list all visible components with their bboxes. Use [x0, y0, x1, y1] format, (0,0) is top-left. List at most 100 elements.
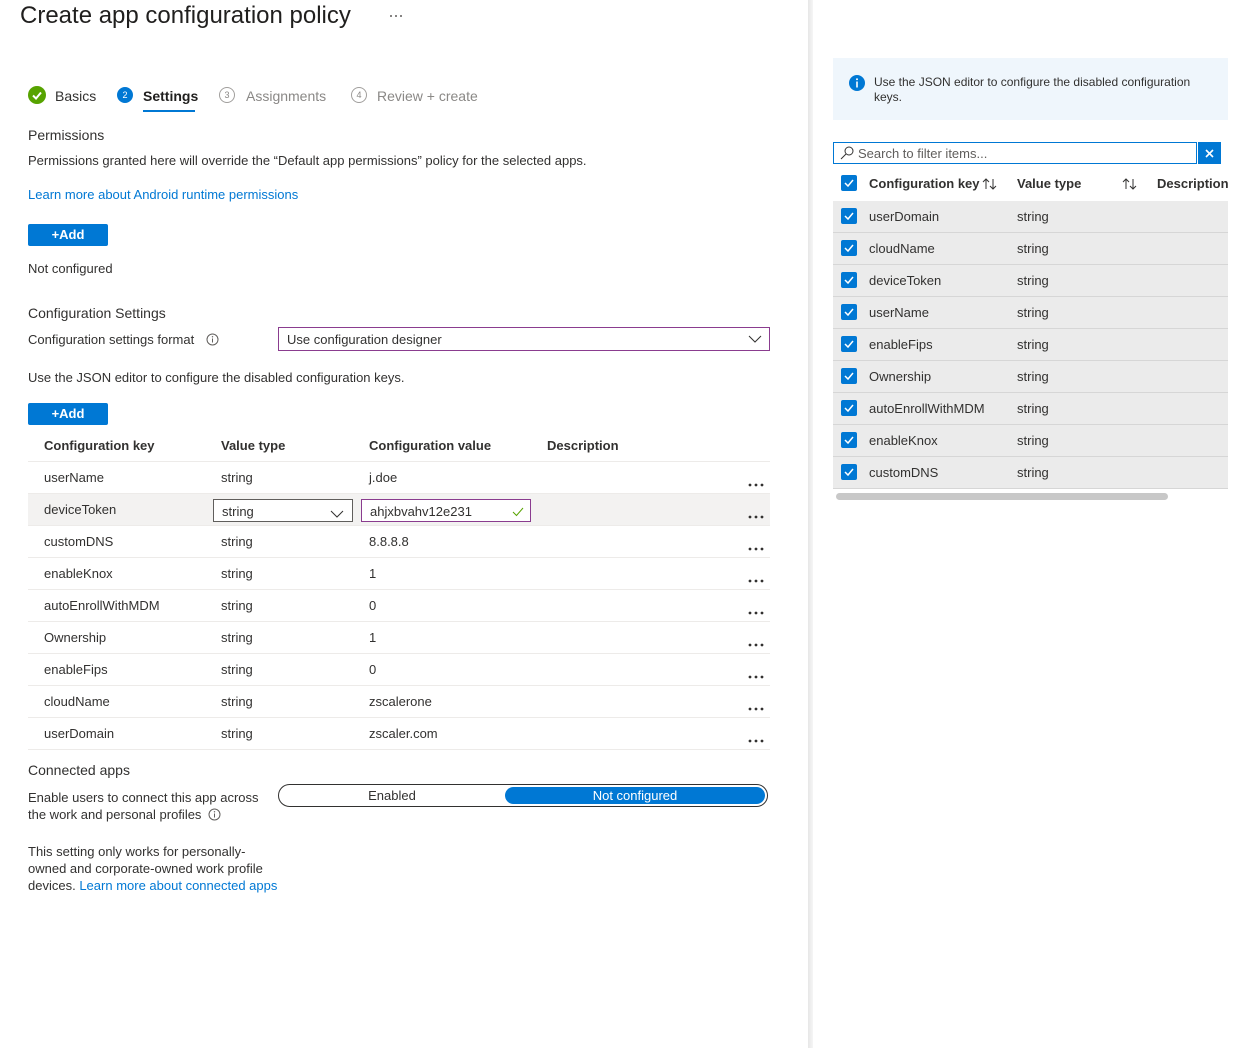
config-value: zscaler.com: [369, 726, 438, 741]
step-number: 4: [351, 87, 367, 103]
config-key: deviceToken: [44, 502, 117, 517]
column-header[interactable]: Description: [1157, 176, 1229, 191]
checkbox[interactable]: [841, 432, 857, 448]
step-done-icon: [28, 86, 46, 104]
config-key: enableKnox: [44, 566, 113, 581]
row-menu[interactable]: [748, 699, 764, 714]
step-number: 2: [117, 87, 133, 103]
config-key: userDomain: [869, 209, 940, 224]
side-row: enableFips string: [833, 329, 1228, 361]
value-input[interactable]: ahjxbvahv12e231: [361, 499, 531, 522]
config-key: customDNS: [869, 465, 939, 480]
step-underline: [143, 110, 195, 112]
config-key: enableKnox: [869, 433, 938, 448]
table-row: customDNS string 8.8.8.8: [28, 526, 770, 558]
side-row: deviceToken string: [833, 265, 1228, 297]
checkbox[interactable]: [841, 208, 857, 224]
dropdown-value: Use configuration designer: [287, 332, 442, 347]
value-type: string: [1017, 273, 1049, 288]
value-type: string: [221, 726, 253, 741]
table-row: autoEnrollWithMDM string 0: [28, 590, 770, 622]
value-type: string: [221, 566, 253, 581]
field-label: Enable users to connect this app across …: [28, 789, 268, 823]
config-value: zscalerone: [369, 694, 432, 709]
config-key: userName: [44, 470, 104, 485]
side-row: enableKnox string: [833, 425, 1228, 457]
table-row: deviceToken string ahjxbvahv12e231: [28, 494, 770, 526]
sort-icon[interactable]: [982, 178, 998, 190]
section-heading: Configuration Settings: [28, 305, 166, 321]
toggle-option-selected[interactable]: Not configured: [505, 787, 765, 804]
table-header: Configuration key Value type Configurati…: [28, 430, 770, 462]
more-icon[interactable]: [389, 14, 403, 18]
config-value: 0: [369, 662, 377, 677]
chevron: [748, 335, 762, 343]
checkbox[interactable]: [841, 272, 857, 288]
config-value: 1: [369, 566, 377, 581]
search-icon: [840, 146, 854, 160]
table-row: userName string j.doe: [28, 462, 770, 494]
checkbox[interactable]: [841, 175, 857, 191]
config-key: userName: [869, 305, 929, 320]
row-menu[interactable]: [748, 667, 764, 682]
step-label[interactable]: Assignments: [246, 88, 327, 104]
section-heading: Permissions: [28, 127, 105, 143]
description: Permissions granted here will override t…: [28, 153, 587, 168]
column-header: Configuration key: [44, 438, 155, 453]
checkbox[interactable]: [841, 464, 857, 480]
row-menu[interactable]: [748, 603, 764, 618]
step-label[interactable]: Basics: [55, 88, 97, 104]
row-menu[interactable]: [748, 507, 764, 522]
checkbox[interactable]: [841, 336, 857, 352]
row-menu[interactable]: [748, 539, 764, 554]
step-label[interactable]: Settings: [143, 88, 199, 104]
info-icon: [208, 808, 221, 821]
row-menu[interactable]: [748, 571, 764, 586]
add-button[interactable]: +Add: [28, 403, 108, 425]
row-menu[interactable]: [748, 731, 764, 746]
row-menu[interactable]: [748, 635, 764, 650]
step-label[interactable]: Review + create: [377, 88, 478, 104]
config-value: j.doe: [369, 470, 398, 485]
toggle-option[interactable]: Enabled: [368, 788, 416, 803]
config-key: userDomain: [44, 726, 115, 741]
type-dropdown[interactable]: string: [213, 499, 353, 522]
info-banner: Use the JSON editor to configure the dis…: [833, 58, 1228, 120]
scrollbar[interactable]: [836, 493, 1168, 500]
link[interactable]: Learn more about Android runtime permiss…: [28, 187, 299, 202]
side-table-header: Configuration key Value type Description: [833, 168, 1229, 200]
valid-icon: [512, 505, 524, 520]
sort-icon[interactable]: [1122, 178, 1138, 190]
config-key: autoEnrollWithMDM: [869, 401, 985, 416]
table-row: userDomain string zscaler.com: [28, 718, 770, 750]
column-header[interactable]: Configuration key: [869, 176, 980, 191]
column-header: Value type: [221, 438, 286, 453]
side-row: userName string: [833, 297, 1228, 329]
section-heading: Connected apps: [28, 762, 130, 778]
add-button[interactable]: +Add: [28, 224, 108, 246]
checkbox[interactable]: [841, 400, 857, 416]
value-type: string: [1017, 369, 1049, 384]
side-row: Ownership string: [833, 361, 1228, 393]
search-box[interactable]: Search to filter items...: [833, 142, 1197, 164]
column-header: Description: [547, 438, 619, 453]
table-row: Ownership string 1: [28, 622, 770, 654]
link[interactable]: Learn more about connected apps: [79, 878, 278, 893]
format-dropdown[interactable]: Use configuration designer: [278, 327, 770, 351]
row-menu[interactable]: [748, 475, 764, 490]
config-value: 8.8.8.8: [369, 534, 409, 549]
checkbox[interactable]: [841, 304, 857, 320]
value-type: string: [1017, 337, 1049, 352]
column-header[interactable]: Value type: [1017, 176, 1082, 191]
config-key: customDNS: [44, 534, 114, 549]
side-row: customDNS string: [833, 457, 1228, 489]
info-icon: [849, 75, 865, 91]
clear-button[interactable]: [1198, 142, 1221, 164]
search-placeholder: Search to filter items...: [858, 146, 988, 161]
checkbox[interactable]: [841, 240, 857, 256]
config-key: cloudName: [869, 241, 935, 256]
config-key: cloudName: [44, 694, 110, 709]
table-row: cloudName string zscalerone: [28, 686, 770, 718]
step-number: 3: [219, 87, 235, 103]
checkbox[interactable]: [841, 368, 857, 384]
